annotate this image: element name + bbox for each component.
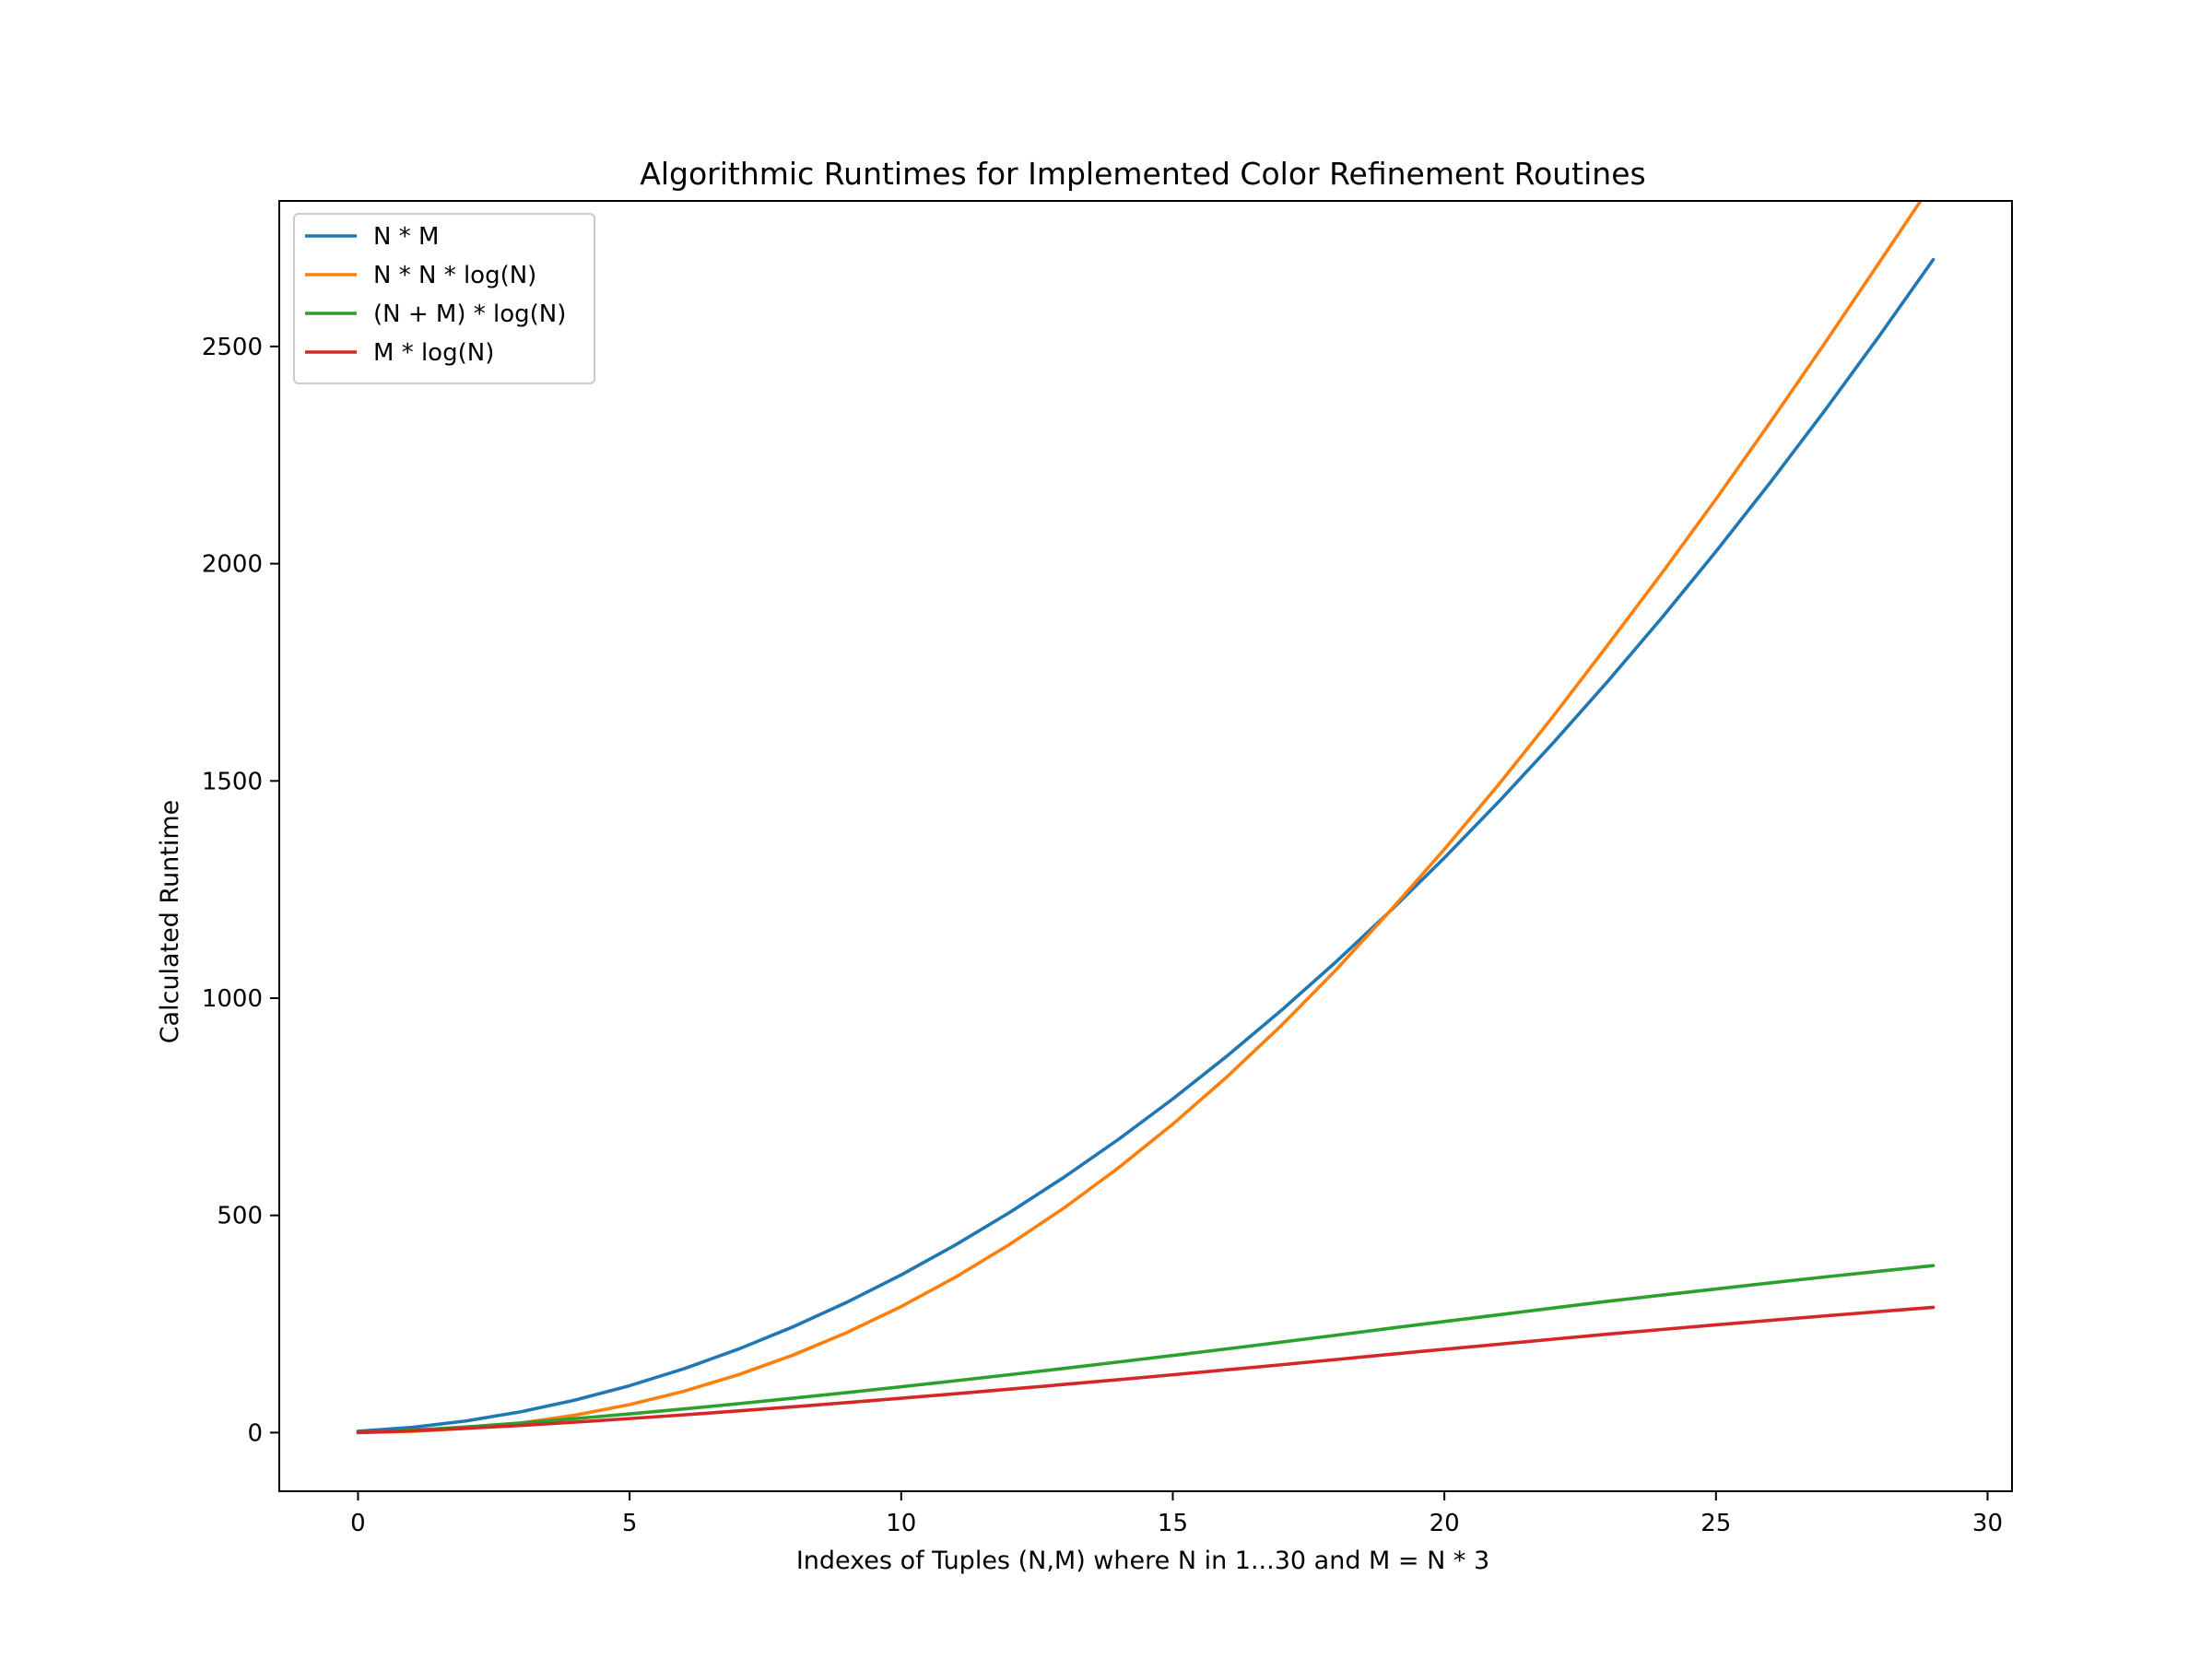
x-tick-label: 0 — [350, 1510, 366, 1537]
legend-label: (N + M) * log(N) — [373, 300, 566, 328]
series-line-3 — [356, 1264, 1936, 1435]
y-tick-label: 500 — [217, 1203, 263, 1230]
legend-box — [293, 213, 595, 384]
y-tick-label: 1000 — [202, 985, 263, 1013]
plot-frame — [278, 200, 2013, 1492]
series-line-1 — [356, 257, 1936, 1433]
legend: N * M N * N * log(N) (N + M) * log(N) M * l… — [293, 213, 595, 384]
series-group — [356, 201, 1936, 1435]
x-tick-label: 5 — [622, 1510, 638, 1537]
axes: 0 5 10 15 20 25 30 0 500 1000 1500 2000 2500 — [202, 200, 2013, 1537]
legend-label: M * log(N) — [373, 339, 494, 367]
legend-label: N * N * log(N) — [373, 262, 536, 289]
x-tick-label: 20 — [1430, 1510, 1460, 1537]
plot-area — [356, 201, 1936, 1435]
y-tick-label: 2500 — [202, 334, 263, 361]
y-tick-label: 1500 — [202, 768, 263, 795]
chart-title: Algorithmic Runtimes for Implemented Col… — [640, 156, 1645, 192]
x-tick-label: 15 — [1158, 1510, 1188, 1537]
y-tick-label: 2000 — [202, 551, 263, 579]
y-axis-label: Calculated Runtime — [156, 800, 184, 1044]
x-tick-label: 10 — [886, 1510, 916, 1537]
legend-label: N * M — [373, 223, 439, 251]
x-axis-label: Indexes of Tuples (N,M) where N in 1...3… — [796, 1547, 1489, 1575]
series-line-4 — [356, 1305, 1936, 1435]
y-tick-label: 0 — [247, 1419, 263, 1447]
x-tick-label: 25 — [1700, 1510, 1731, 1537]
x-tick-label: 30 — [1972, 1510, 2003, 1537]
series-line-2 — [356, 201, 1924, 1435]
